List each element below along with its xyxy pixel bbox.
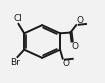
Text: Br: Br — [10, 58, 20, 67]
Text: O: O — [76, 16, 83, 25]
Text: Cl: Cl — [14, 14, 22, 23]
Text: O: O — [72, 42, 79, 51]
Text: O: O — [63, 59, 70, 68]
